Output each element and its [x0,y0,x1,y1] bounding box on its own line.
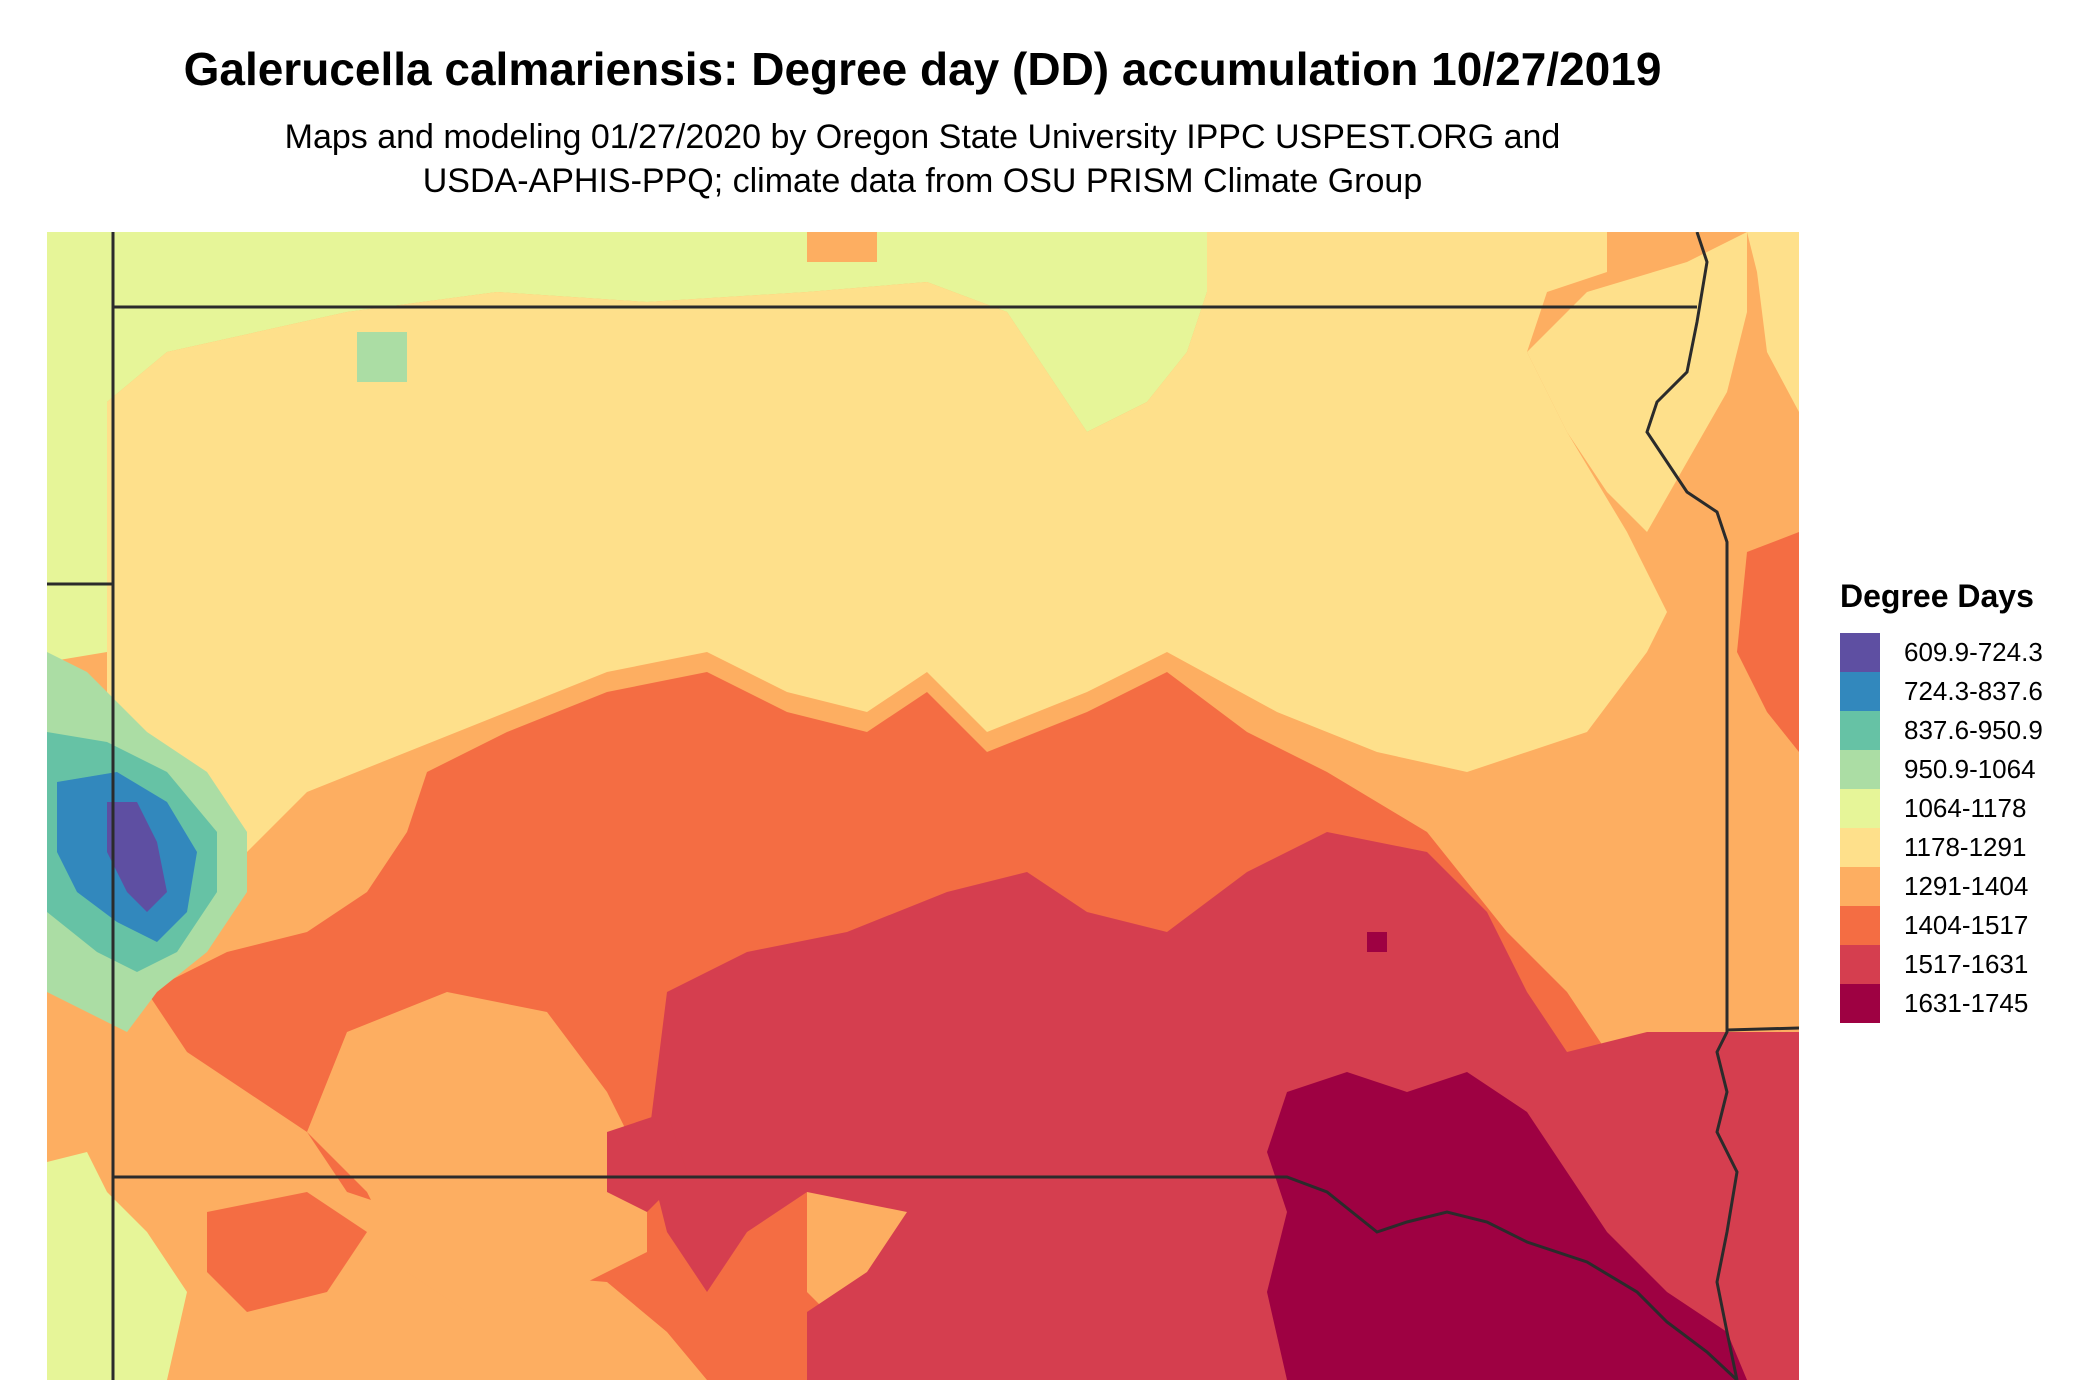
legend-item: 724.3-837.6 [1840,672,2090,711]
legend-item: 1404-1517 [1840,906,2090,945]
degree-day-map [47,232,1799,1380]
region-1064-1178-west [47,562,107,662]
region-610-724-hills [107,802,167,912]
region-1178-1291-ne-edge [1747,232,1799,412]
legend-label: 837.6-950.9 [1904,715,2043,745]
legend-label: 1178-1291 [1904,832,2027,862]
legend: Degree Days 609.9-724.3 724.3-837.6 837.… [1840,578,2090,1023]
legend-swatch [1840,750,1880,789]
map-subtitle-line-1: Maps and modeling 01/27/2020 by Oregon S… [284,118,1561,156]
region-1404-1517-east [1737,532,1799,752]
legend-label: 1291-1404 [1904,871,2029,901]
legend-label: 1404-1517 [1904,910,2029,940]
legend-label: 950.9-1064 [1904,754,2036,784]
legend-item: 837.6-950.9 [1840,711,2090,750]
region-1291-1404-south-west [307,992,647,1312]
legend-item: 609.9-724.3 [1840,633,2090,672]
legend-title: Degree Days [1840,578,2034,614]
state-boundaries [47,232,1799,1380]
legend-label: 1631-1745 [1904,988,2029,1018]
legend-swatch [1840,789,1880,828]
region-950-1064-north-spot [357,332,407,382]
legend-swatch [1840,711,1880,750]
legend-item: 1064-1178 [1840,789,2090,828]
south-border-line [113,1175,1739,1380]
region-1517-1631-west-south [607,1112,687,1212]
legend-label: 724.3-837.6 [1904,676,2043,706]
region-1064-1178-ne [1047,252,1177,352]
legend-swatch [1840,867,1880,906]
region-1064-1178-sw [47,1152,187,1380]
map-title: Galerucella calmariensis: Degree day (DD… [183,43,1662,95]
region-1631-1745-spot [1367,932,1387,952]
legend-swatch [1840,945,1880,984]
legend-label: 1064-1178 [1904,793,2027,823]
legend-swatch [1840,828,1880,867]
region-1178-1291-north [107,232,1667,852]
iowa-border-line [1726,1026,1799,1032]
legend-swatch [1840,672,1880,711]
legend-swatch [1840,906,1880,945]
region-1631-1745-southeast [1267,1072,1747,1380]
legend-swatch [1840,984,1880,1023]
legend-label: 609.9-724.3 [1904,637,2043,667]
legend-item: 1517-1631 [1840,945,2090,984]
legend-item: 1178-1291 [1840,828,2090,867]
legend-label: 1517-1631 [1904,949,2029,979]
region-1404-1517-sw [207,1192,367,1312]
legend-swatch [1840,633,1880,672]
east-border-line [1645,232,1739,1380]
legend-item: 1291-1404 [1840,867,2090,906]
legend-item: 1631-1745 [1840,984,2090,1023]
map-subtitle-line-2: USDA-APHIS-PPQ; climate data from OSU PR… [422,162,1423,200]
legend-item: 950.9-1064 [1840,750,2090,789]
